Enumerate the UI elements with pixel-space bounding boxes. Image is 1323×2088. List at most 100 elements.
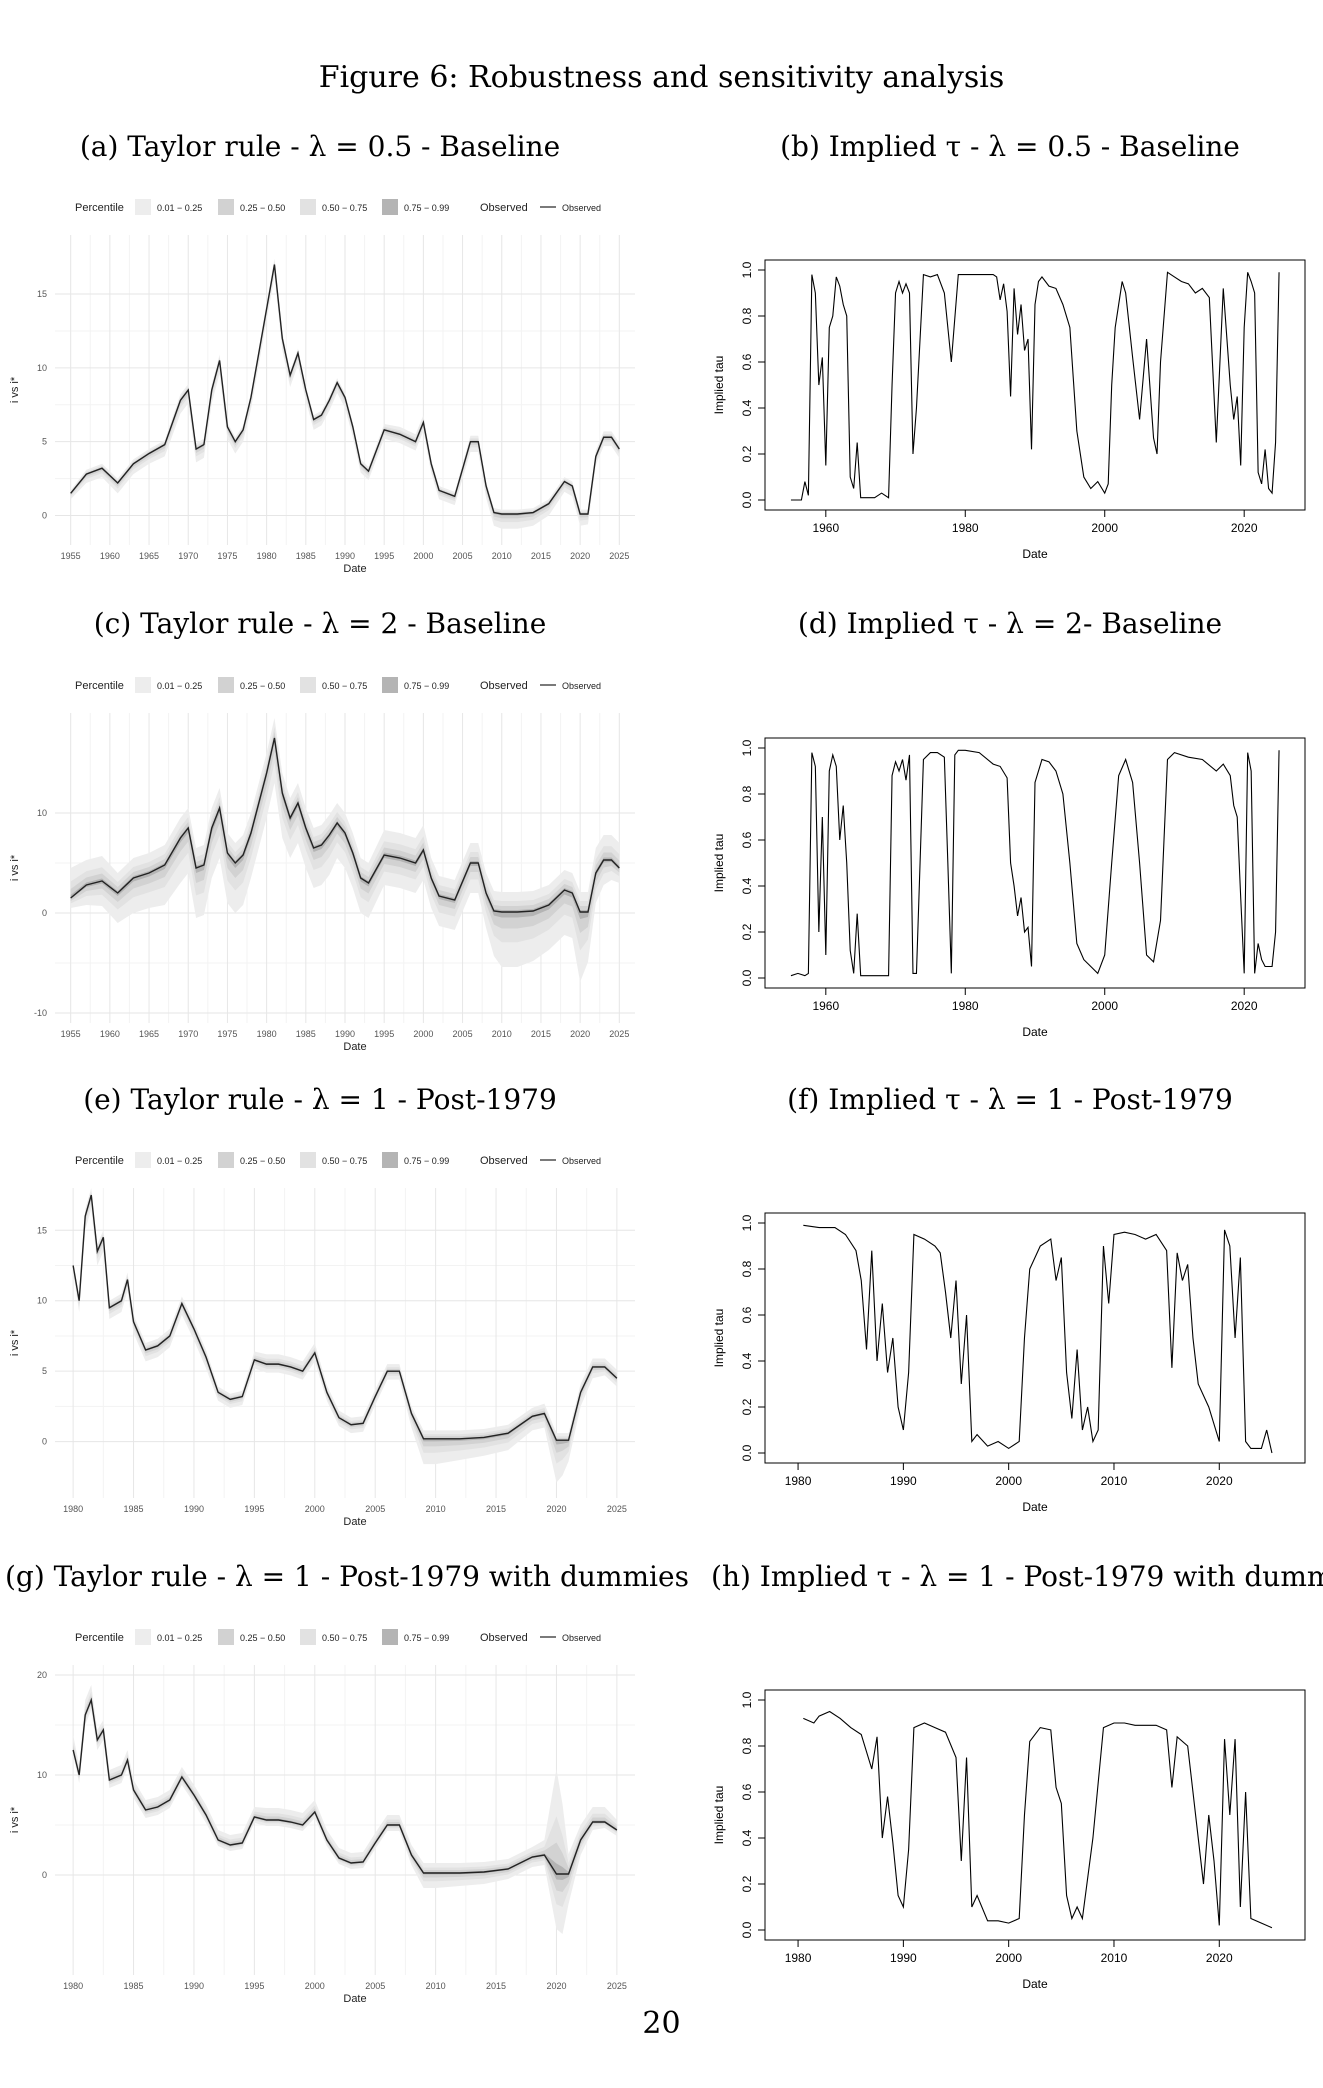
x-tick-label: 1990	[890, 1951, 917, 1965]
caption-e: (e) Taylor rule - λ = 1 - Post-1979	[83, 1083, 557, 1116]
legend-observed-label: Observed	[562, 1156, 601, 1166]
taylor-rule-chart-c: Percentile 0.01 − 0.25 0.25 − 0.50 0.50 − 0…	[9, 677, 635, 1053]
observed-series-line	[70, 264, 620, 515]
x-tick-label: 1995	[244, 1504, 264, 1514]
caption-b: (b) Implied τ - λ = 0.5 - Baseline	[780, 130, 1240, 163]
y-tick-label: 1.0	[740, 1691, 754, 1708]
x-axis-label: Date	[343, 1993, 366, 2005]
x-tick-label: 2015	[486, 1981, 506, 1991]
y-tick-label: 0.8	[740, 1260, 754, 1277]
x-tick-label: 2010	[426, 1981, 446, 1991]
y-tick-label: 15	[37, 289, 47, 299]
y-axis-label: i vs i*	[9, 1329, 21, 1356]
y-tick-label: 0.4	[740, 399, 754, 416]
implied-tau-line	[790, 271, 1280, 501]
legend-band-label: 0.01 − 0.25	[157, 203, 202, 213]
x-axis-label: Date	[1022, 547, 1048, 561]
x-tick-label: 1985	[124, 1504, 144, 1514]
x-tick-label: 2020	[546, 1981, 566, 1991]
x-tick-label: 2020	[570, 1029, 590, 1039]
x-tick-label: 1980	[257, 1029, 277, 1039]
x-axis-label: Date	[343, 1041, 366, 1053]
implied-tau-line	[803, 1224, 1273, 1454]
legend-swatch	[300, 1152, 316, 1168]
y-axis-label: i vs i*	[9, 854, 21, 881]
legend-band-label: 0.25 − 0.50	[240, 681, 285, 691]
caption-f: (f) Implied τ - λ = 1 - Post-1979	[787, 1083, 1233, 1116]
y-tick-label: 0.8	[740, 1737, 754, 1754]
x-tick-label: 1990	[184, 1981, 204, 1991]
x-tick-label: 1960	[100, 551, 120, 561]
legend-band-label: 0.50 − 0.75	[322, 681, 367, 691]
x-tick-label: 2020	[1231, 999, 1258, 1013]
x-tick-label: 1975	[217, 1029, 237, 1039]
legend-band-label: 0.50 − 0.75	[322, 203, 367, 213]
legend-title-percentile: Percentile	[75, 680, 124, 692]
y-tick-label: 10	[37, 808, 47, 818]
implied-tau-line	[790, 749, 1280, 977]
x-tick-label: 2005	[453, 551, 473, 561]
legend-swatch	[382, 1629, 398, 1645]
caption-c: (c) Taylor rule - λ = 2 - Baseline	[93, 607, 547, 640]
x-tick-label: 2000	[305, 1504, 325, 1514]
y-tick-label: 10	[37, 1770, 47, 1780]
y-axis-label: Implied tau	[712, 1786, 726, 1845]
y-tick-label: 0.6	[740, 353, 754, 370]
figure-title: Figure 6: Robustness and sensitivity ana…	[318, 60, 1005, 95]
x-tick-label: 1980	[785, 1951, 812, 1965]
legend-band-label: 0.01 − 0.25	[157, 1156, 202, 1166]
legend-band-label: 0.01 − 0.25	[157, 681, 202, 691]
y-tick-label: 0.6	[740, 1306, 754, 1323]
x-axis-label: Date	[1022, 1025, 1048, 1039]
legend-title-observed: Observed	[480, 1155, 528, 1167]
legend-observed-label: Observed	[562, 203, 601, 213]
plot-frame	[764, 259, 1306, 511]
taylor-rule-chart-g: Percentile 0.01 − 0.25 0.25 − 0.50 0.50 − 0…	[9, 1629, 635, 2005]
legend-swatch	[382, 199, 398, 215]
legend-title-observed: Observed	[480, 1632, 528, 1644]
x-tick-label: 2005	[365, 1981, 385, 1991]
x-tick-label: 2005	[365, 1504, 385, 1514]
y-tick-label: 0	[42, 1870, 47, 1880]
x-tick-label: 2020	[1206, 1474, 1233, 1488]
y-tick-label: 10	[37, 1296, 47, 1306]
y-tick-label: 0	[42, 1437, 47, 1447]
x-tick-label: 2000	[995, 1951, 1022, 1965]
taylor-rule-chart-a: Percentile 0.01 − 0.25 0.25 − 0.50 0.50 − 0…	[9, 199, 635, 575]
legend-swatch	[300, 199, 316, 215]
y-tick-label: 0.6	[740, 1783, 754, 1800]
y-tick-label: 1.0	[740, 739, 754, 756]
x-tick-label: 1990	[184, 1504, 204, 1514]
x-tick-label: 2025	[609, 1029, 629, 1039]
legend-swatch	[218, 199, 234, 215]
legend-swatch	[382, 677, 398, 693]
x-tick-label: 1980	[257, 551, 277, 561]
y-tick-label: 0.2	[740, 1875, 754, 1892]
legend-band-label: 0.25 − 0.50	[240, 1633, 285, 1643]
x-tick-label: 1960	[812, 999, 839, 1013]
x-tick-label: 1980	[952, 521, 979, 535]
x-tick-label: 2010	[426, 1504, 446, 1514]
x-tick-label: 2000	[995, 1474, 1022, 1488]
x-tick-label: 1955	[61, 551, 81, 561]
implied-tau-chart-f: 1980 1990 2000 2010 2020 0.0 0.2 0.4 0.6 0.8 1.0 Da…	[712, 1212, 1306, 1514]
y-tick-label: 0.2	[740, 445, 754, 462]
x-tick-label: 1985	[296, 551, 316, 561]
x-tick-label: 1995	[244, 1981, 264, 1991]
x-tick-label: 1955	[61, 1029, 81, 1039]
x-tick-label: 2000	[305, 1981, 325, 1991]
x-axis-label: Date	[1022, 1977, 1048, 1991]
legend-swatch	[218, 677, 234, 693]
legend-observed-label: Observed	[562, 681, 601, 691]
x-tick-label: 1995	[374, 551, 394, 561]
x-axis-label: Date	[343, 563, 366, 575]
page-number: 20	[642, 2006, 681, 2041]
x-tick-label: 1965	[139, 551, 159, 561]
legend-band-label: 0.25 − 0.50	[240, 203, 285, 213]
legend-swatch	[382, 1152, 398, 1168]
x-tick-label: 2020	[1206, 1951, 1233, 1965]
observed-series-line	[72, 1697, 618, 1875]
legend-title-percentile: Percentile	[75, 1632, 124, 1644]
x-tick-label: 1960	[100, 1029, 120, 1039]
legend-band-label: 0.50 − 0.75	[322, 1156, 367, 1166]
